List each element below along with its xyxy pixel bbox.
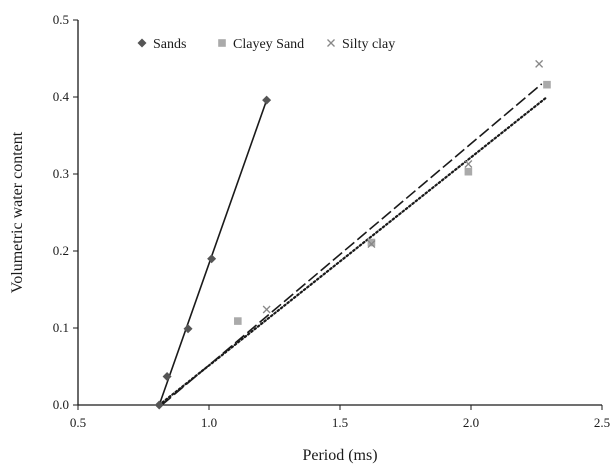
trendline-sands: [158, 99, 268, 406]
point-clayey-sand: [367, 238, 376, 247]
trendlines: [158, 83, 549, 407]
y-axis-title: Volumetric water content: [9, 131, 26, 293]
data-points: [154, 59, 551, 410]
point-sands: [262, 95, 272, 105]
x-tick-label: 2.5: [594, 415, 610, 430]
legend: Sands Clayey Sand Silty clay: [137, 37, 395, 52]
point-silty-clay: [262, 305, 271, 314]
legend-marker-silty-clay: [327, 39, 335, 47]
point-clayey-sand: [543, 80, 551, 89]
ticks: 0.5 1.0 1.5 2.0 2.5 0.0 0.1 0.2 0.3 0.4 0.5: [53, 12, 610, 430]
x-tick-label: 0.5: [70, 415, 86, 430]
point-silty-clay: [464, 160, 473, 168]
trendline-silty-clay: [161, 83, 543, 406]
axes: [77, 20, 602, 406]
legend-marker-clayey-sand: [218, 39, 226, 47]
x-tick-label: 2.0: [463, 415, 479, 430]
y-tick-label: 0.3: [53, 166, 69, 181]
point-sands: [162, 372, 172, 382]
x-axis-title: Period (ms): [302, 447, 377, 464]
y-tick-label: 0.1: [53, 320, 69, 335]
point-silty-clay: [535, 59, 544, 68]
legend-label: Silty clay: [342, 37, 395, 52]
legend-label: Sands: [153, 37, 186, 52]
point-sands: [207, 254, 217, 264]
point-clayey-sand: [234, 317, 242, 325]
x-tick-label: 1.0: [201, 415, 217, 430]
point-clayey-sand: [464, 167, 473, 176]
y-tick-label: 0.5: [53, 12, 69, 27]
legend-marker-sands: [137, 38, 147, 48]
point-sands: [154, 400, 164, 410]
y-tick-label: 0.2: [53, 243, 69, 258]
y-tick-label: 0.0: [53, 397, 69, 412]
point-silty-clay: [367, 240, 376, 249]
point-sands: [183, 324, 193, 334]
x-tick-label: 1.5: [332, 415, 348, 430]
legend-label: Clayey Sand: [233, 37, 304, 52]
trendline-clayey-sand: [158, 95, 549, 407]
y-tick-label: 0.4: [53, 89, 70, 104]
